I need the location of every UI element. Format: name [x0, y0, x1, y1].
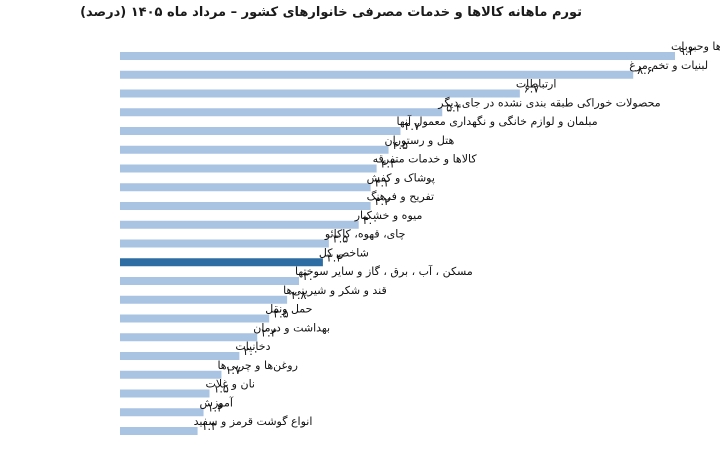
value-label: ۳.۵ [333, 233, 348, 246]
category-label: چای، قهوه، کاکائو [324, 228, 406, 241]
bar [120, 164, 377, 173]
bar [120, 89, 520, 98]
bar [120, 295, 288, 304]
bar [120, 389, 210, 398]
value-label: ۴.۲ [375, 195, 390, 208]
category-label: پوشاک و کفش [367, 171, 435, 184]
bar [120, 220, 359, 229]
category-label: محصولات خوراکی طبقه بندی نشده در جای دیگ… [437, 96, 660, 109]
category-label: شاخص کل [319, 246, 369, 259]
bar [120, 314, 270, 323]
chart-title: تورم ماهانه کالاها و خدمات مصرفی خانواره… [80, 5, 582, 20]
bar [120, 352, 240, 360]
value-label: ۲.۵ [273, 308, 288, 321]
value-label: ۹.۳ [679, 45, 694, 58]
category-label: مبلمان و لوازم خانگی و نگهداری معمول آنه… [396, 114, 597, 128]
bar [120, 333, 258, 342]
category-label: کالاها و خدمات متفرقه [373, 153, 478, 166]
value-label: ۱.۳ [202, 420, 217, 433]
bar [120, 258, 323, 267]
category-label: تفریح و فرهنگ [367, 190, 434, 203]
value-label: ۱.۵ [214, 383, 229, 396]
bar [120, 408, 204, 417]
value-label: ۳.۰ [303, 270, 318, 283]
category-label: آموزش [200, 395, 234, 409]
value-label: ۲.۰ [243, 345, 258, 358]
value-label: ۴.۰ [363, 214, 378, 227]
bar [120, 52, 675, 60]
value-label: ۶.۷ [524, 83, 539, 96]
bar [120, 239, 329, 248]
bar [120, 427, 198, 435]
value-label: ۵.۴ [446, 101, 461, 114]
value-label: ۸.۶ [637, 64, 652, 77]
value-label: ۱.۷ [225, 364, 240, 377]
category-label: مسکن ، آب ، برق ، گاز و سایر سوختها [295, 264, 473, 278]
bar [120, 70, 634, 79]
category-label: نان و غلات [206, 378, 255, 391]
category-label: سبزی‌ها وحبوبات [671, 40, 720, 53]
bar [120, 127, 401, 135]
bar [120, 108, 443, 117]
bar [120, 183, 371, 192]
value-label: ۱.۴ [208, 401, 223, 414]
category-label: انواع گوشت قرمز و سفید [194, 415, 313, 428]
value-label: ۴.۵ [393, 139, 408, 152]
value-label: ۴.۲ [375, 176, 390, 189]
category-label: لبنیات و تخم مرغ [629, 59, 708, 72]
category-label: قند و شکر و شیرینی‌ها [283, 284, 387, 297]
category-label: میوه و خشکبار [354, 209, 423, 222]
category-label: ارتباطات [516, 78, 557, 91]
value-label: ۴.۷ [404, 120, 419, 133]
value-label: ۴.۳ [381, 158, 396, 171]
value-label: ۲.۸ [291, 289, 306, 302]
category-label: هتل و رستوران [385, 134, 455, 147]
category-label: بهداشت و درمان [253, 321, 330, 334]
category-label: روغن‌ها و چربی‌ها [217, 359, 297, 372]
bar [120, 277, 300, 285]
category-label: حمل ونقل [265, 303, 312, 316]
category-label: دخانیات [235, 340, 270, 353]
bar [120, 370, 222, 379]
bar [120, 145, 389, 154]
value-label: ۳.۴ [327, 251, 342, 264]
bar [120, 202, 371, 210]
value-label: ۲.۳ [261, 326, 276, 339]
